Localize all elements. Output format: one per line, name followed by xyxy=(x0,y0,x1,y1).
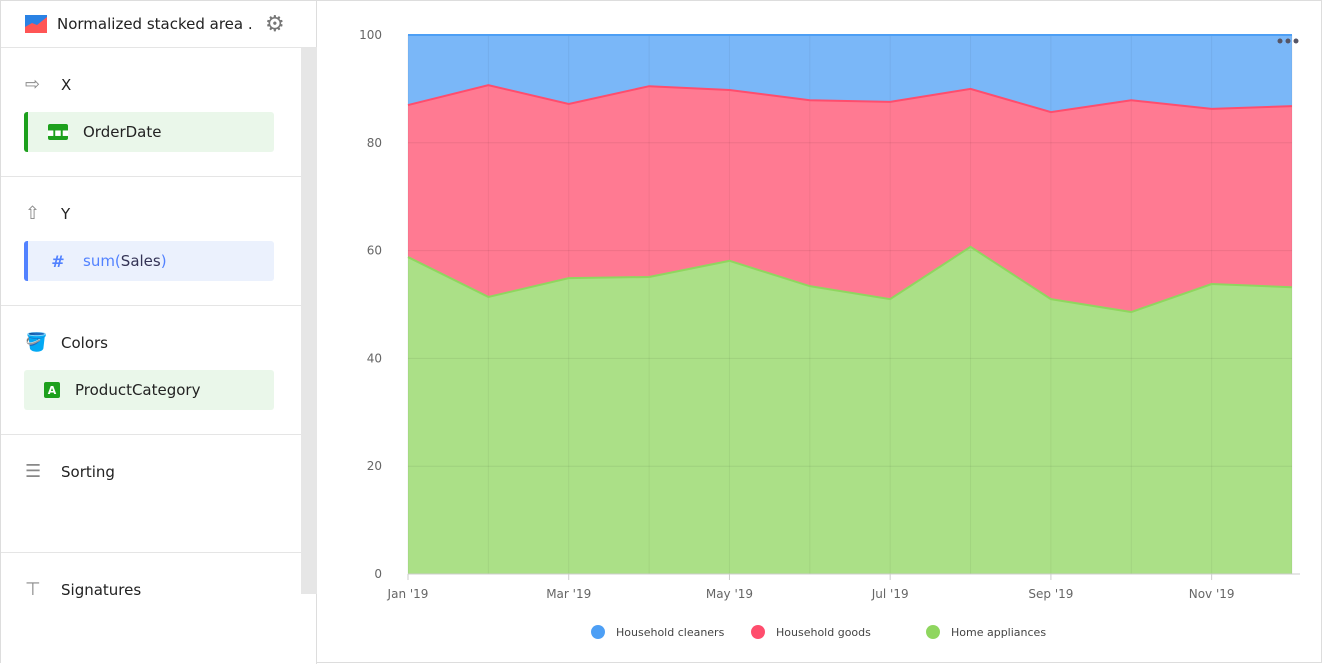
scrollbar[interactable] xyxy=(301,48,317,594)
more-menu-dot xyxy=(1285,38,1291,44)
section-y: ⇧ Y # sum(Sales) xyxy=(1,177,301,306)
legend-marker xyxy=(926,625,940,639)
arrow-right-icon: ⇨ xyxy=(25,74,41,95)
x-tick-label: Sep '19 xyxy=(1028,587,1073,601)
x-tick-label: May '19 xyxy=(706,587,753,601)
x-tick-label: Jul '19 xyxy=(871,587,909,601)
more-menu-dot xyxy=(1293,38,1299,44)
paint-bucket-icon: 🪣 xyxy=(25,332,48,353)
more-menu-dot xyxy=(1277,38,1283,44)
area-household-goods xyxy=(408,85,1292,313)
section-label: Y xyxy=(61,204,71,223)
legend-item: Household goods xyxy=(776,626,871,639)
legend-item: Home appliances xyxy=(951,626,1046,639)
x-tick-label: Jan '19 xyxy=(387,587,429,601)
legend-item: Household cleaners xyxy=(616,626,725,639)
calendar-icon: ▪▪▪ xyxy=(46,124,70,140)
section-label: X xyxy=(61,75,72,94)
field-label: ProductCategory xyxy=(75,381,201,399)
series-line-household-goods xyxy=(407,84,1293,114)
field-productcategory[interactable]: A ProductCategory xyxy=(24,370,274,410)
legend-marker xyxy=(591,625,605,639)
arrow-up-icon: ⇧ xyxy=(25,203,41,224)
field-sum-sales[interactable]: # sum(Sales) xyxy=(24,241,274,281)
area-home-appliances xyxy=(408,246,1292,574)
section-sorting: ☰ Sorting xyxy=(1,435,301,553)
section-colors: 🪣 Colors A ProductCategory xyxy=(1,306,301,435)
chart: 0 20 40 60 80 100 Jan '19 Mar '19 May '19 Jul '19… xyxy=(359,28,1300,639)
string-type-icon: A xyxy=(44,382,60,398)
gear-icon[interactable]: ⚙ xyxy=(265,11,285,37)
text-box-icon: ⊤ xyxy=(25,579,41,600)
field-func: sum( xyxy=(83,252,121,270)
field-label: Sales xyxy=(120,252,161,270)
series-line-home-appliances xyxy=(407,245,1293,314)
field-orderdate[interactable]: ▪▪▪ OrderDate xyxy=(24,112,274,152)
y-tick-label: 60 xyxy=(367,244,382,258)
section-label: Colors xyxy=(61,333,108,352)
section-signatures: ⊤ Signatures xyxy=(1,553,301,633)
legend-marker xyxy=(751,625,765,639)
sidebar-header: Normalized stacked area ... ⚙ xyxy=(1,1,317,48)
x-tick-label: Mar '19 xyxy=(546,587,591,601)
sort-icon: ☰ xyxy=(25,461,42,482)
section-label: Signatures xyxy=(61,580,142,599)
chart-title: Normalized stacked area ... xyxy=(57,15,253,33)
field-label: OrderDate xyxy=(83,123,162,141)
y-tick-label: 0 xyxy=(374,567,382,581)
hash-icon: # xyxy=(51,251,65,271)
y-tick-label: 20 xyxy=(367,459,382,473)
field-close: ) xyxy=(160,252,167,270)
y-tick-label: 80 xyxy=(367,136,382,150)
x-tick-label: Nov '19 xyxy=(1189,587,1235,601)
y-tick-label: 40 xyxy=(367,351,382,365)
area-household-cleaners xyxy=(408,35,1292,113)
section-x: ⇨ X ▪▪▪ OrderDate xyxy=(1,48,301,177)
y-tick-label: 100 xyxy=(359,28,382,42)
section-label: Sorting xyxy=(61,462,115,481)
sidebar: Normalized stacked area ... ⚙ ⇨ X ▪▪▪ Orde… xyxy=(1,1,317,664)
area-chart-icon xyxy=(25,15,47,33)
